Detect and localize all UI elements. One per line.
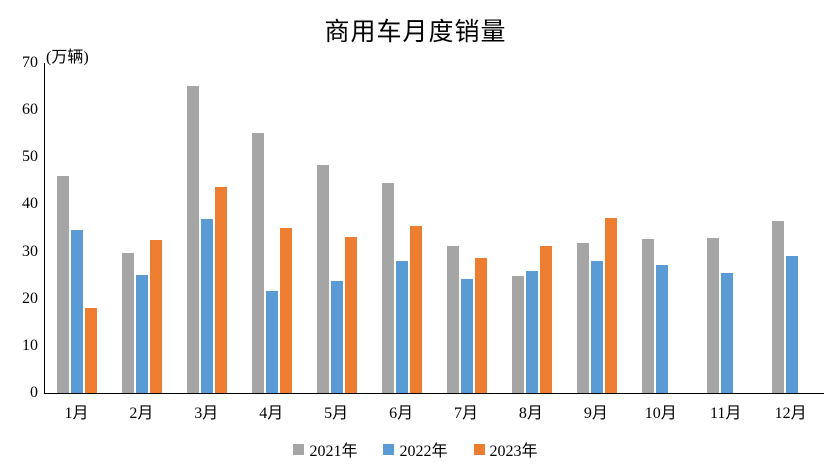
bar: [641, 239, 654, 393]
x-axis-label: 2月: [129, 405, 154, 422]
bar: [446, 245, 459, 393]
bar: [71, 229, 84, 393]
y-tick-label: 40: [22, 195, 38, 213]
bar: [460, 278, 473, 393]
x-axis-label: 4月: [259, 405, 284, 422]
bar: [331, 280, 344, 393]
legend-label: 2021年: [309, 443, 358, 460]
x-axis-label: 12月: [774, 405, 807, 422]
bar: [187, 85, 200, 393]
bar: [85, 308, 98, 393]
y-tick-label: 0: [30, 384, 38, 401]
bar-group: [110, 63, 175, 393]
legend-item: 2023年: [473, 437, 538, 461]
bar: [266, 290, 279, 393]
bar: [57, 176, 70, 393]
legend: 2021年 2022年 2023年: [0, 437, 831, 461]
bar: [150, 240, 163, 393]
x-axis-labels: 1月 2月 3月 4月 5月 6月 7月 8月 9月 10月 11月 12月: [44, 399, 823, 423]
bar: [382, 182, 395, 393]
y-axis-unit-label: (万辆): [46, 49, 89, 66]
bar-group: [759, 63, 824, 393]
legend-item: 2022年: [383, 437, 448, 461]
bar: [317, 165, 330, 393]
x-axis-label: 9月: [583, 405, 608, 422]
x-axis-label: 3月: [194, 405, 219, 422]
bar: [576, 243, 589, 393]
x-axis-label: 11月: [709, 405, 742, 422]
y-tick-label: 30: [22, 242, 38, 260]
legend-swatch-icon: [293, 443, 305, 455]
bar-group: [499, 63, 564, 393]
x-axis-label: 6月: [389, 405, 414, 422]
legend-label: 2022年: [399, 443, 448, 460]
bar: [201, 218, 214, 393]
bar: [396, 260, 409, 393]
bar: [280, 228, 293, 393]
x-axis-label: 7月: [453, 405, 478, 422]
bar: [511, 276, 524, 393]
y-axis-tick-labels: 0 10 20 30 40 50 60 70: [0, 54, 38, 401]
legend-item: 2021年: [293, 437, 357, 461]
legend-label: 2023年: [489, 443, 538, 460]
bar: [215, 187, 228, 393]
bar-group: [175, 63, 240, 393]
y-tick-label: 20: [22, 289, 38, 307]
bar-group: [240, 63, 305, 393]
legend-swatch-icon: [473, 443, 485, 455]
bar-group: [45, 63, 110, 393]
chart-title: 商用车月度销量: [324, 19, 507, 46]
y-tick-label: 50: [22, 148, 38, 166]
x-axis-label: 8月: [518, 405, 543, 422]
bar: [539, 246, 552, 393]
bar: [136, 275, 149, 393]
bar: [706, 237, 719, 393]
bar: [771, 220, 784, 393]
x-axis-label: 1月: [64, 405, 89, 422]
y-tick-label: 10: [22, 336, 38, 354]
y-tick-label: 70: [22, 54, 38, 71]
bar-group: [435, 63, 500, 393]
bar-group: [564, 63, 629, 393]
bar: [785, 255, 798, 393]
bar: [410, 225, 423, 393]
bar: [655, 264, 668, 393]
x-axis-label: 5月: [324, 405, 349, 422]
y-tick-label: 60: [22, 101, 38, 119]
bar: [720, 272, 733, 393]
bar: [525, 270, 538, 393]
plot-area: [44, 63, 824, 394]
bar: [474, 257, 487, 393]
x-axis-label: 10月: [644, 405, 677, 422]
bar: [604, 217, 617, 393]
bar: [252, 133, 265, 393]
bar: [345, 237, 358, 393]
bar-group: [370, 63, 435, 393]
bar-group: [694, 63, 759, 393]
bar-group: [629, 63, 694, 393]
bar-group: [305, 63, 370, 393]
bar: [122, 252, 135, 393]
legend-swatch-icon: [383, 443, 395, 455]
bar: [590, 261, 603, 393]
